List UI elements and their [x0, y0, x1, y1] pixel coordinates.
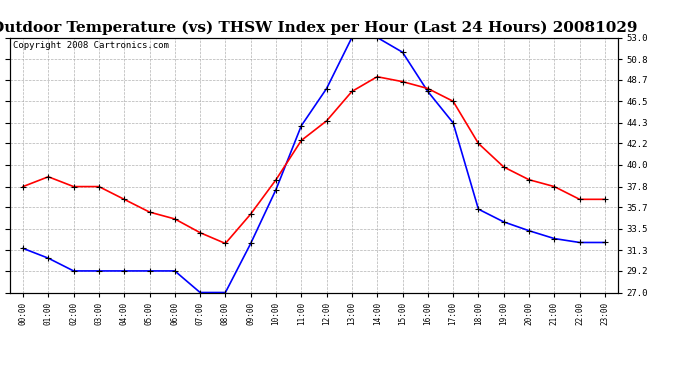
Title: Outdoor Temperature (vs) THSW Index per Hour (Last 24 Hours) 20081029: Outdoor Temperature (vs) THSW Index per …: [0, 21, 637, 35]
Text: Copyright 2008 Cartronics.com: Copyright 2008 Cartronics.com: [13, 41, 169, 50]
